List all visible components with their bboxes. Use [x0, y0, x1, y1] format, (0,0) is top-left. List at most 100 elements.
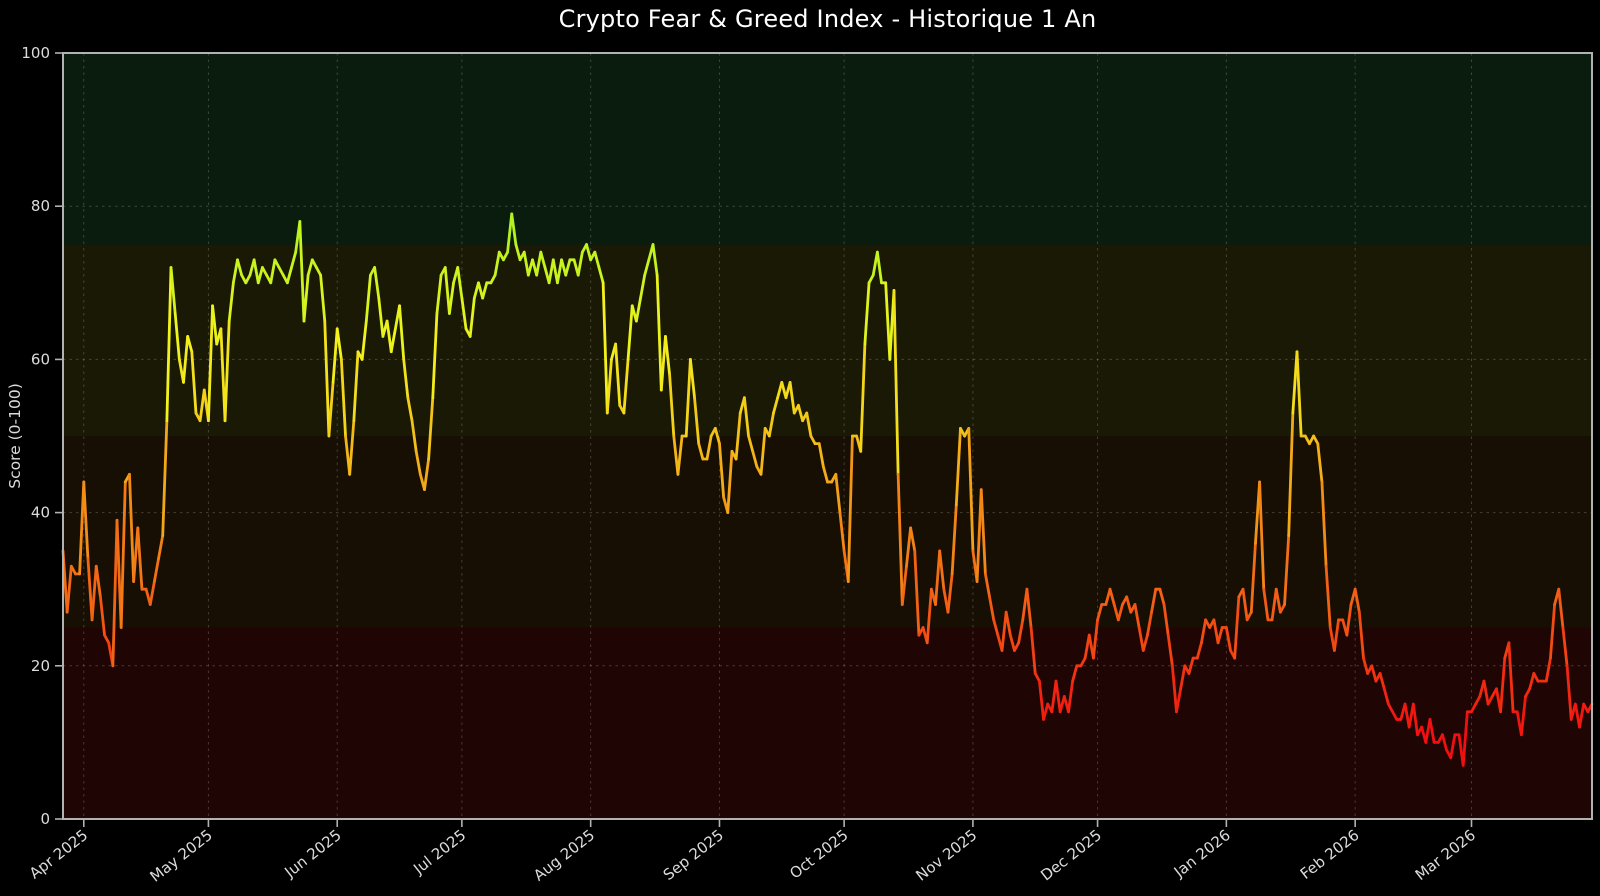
series-segment — [1283, 534, 1291, 606]
series-segment — [256, 266, 264, 285]
series-segment — [664, 335, 672, 377]
series-segment — [310, 258, 318, 269]
series-segment — [1054, 679, 1062, 714]
series-segment — [1274, 587, 1282, 614]
series-segment — [493, 250, 501, 277]
y-tick-label: 80 — [31, 197, 50, 215]
series-segment — [1316, 442, 1324, 484]
series-segment — [410, 419, 418, 453]
series-segment — [1195, 641, 1203, 660]
series-segment — [273, 258, 281, 269]
series-segment — [186, 335, 194, 354]
series-segment — [643, 258, 651, 277]
series-segment — [905, 526, 912, 568]
series-segment — [90, 564, 98, 622]
series-segment — [406, 396, 414, 423]
series-segment — [119, 480, 127, 629]
series-segment — [1175, 687, 1183, 714]
series-segment — [481, 281, 489, 300]
series-segment — [859, 342, 867, 453]
series-segment — [1295, 350, 1303, 438]
series-segment — [896, 472, 904, 606]
series-segment — [339, 357, 347, 438]
series-segment — [875, 250, 883, 285]
series-segment — [315, 266, 323, 277]
series-segment — [211, 304, 219, 346]
x-tick-label: Sep 2025 — [660, 826, 727, 884]
series-segment — [1166, 633, 1174, 668]
series-segment — [597, 266, 605, 285]
series-segment — [1108, 587, 1116, 606]
series-segment — [1092, 618, 1099, 660]
x-tick-label: Feb 2026 — [1297, 826, 1363, 883]
series-segment — [460, 296, 468, 331]
series-segment — [1241, 587, 1249, 622]
series-segment — [443, 266, 451, 315]
series-segment — [1441, 733, 1448, 752]
series-segment — [69, 564, 77, 576]
series-segment — [1008, 633, 1016, 652]
series-segment — [1561, 626, 1569, 668]
series-segment — [306, 258, 314, 277]
series-segment — [1557, 587, 1565, 629]
series-segment — [1507, 641, 1515, 714]
series-segment — [659, 335, 667, 392]
series-segment — [614, 342, 622, 407]
series-segment — [103, 633, 111, 645]
series-segment — [1146, 610, 1153, 637]
series-segment — [1411, 702, 1419, 737]
series-segment — [94, 564, 102, 599]
series-segment — [165, 266, 173, 423]
series-segment — [1449, 733, 1457, 760]
series-segment — [834, 472, 842, 514]
series-segment — [223, 319, 231, 423]
series-segment — [539, 250, 547, 269]
series-segment — [1565, 664, 1573, 721]
series-segment — [236, 258, 244, 277]
series-segment — [909, 526, 917, 553]
series-segment — [82, 480, 90, 560]
x-tick-label: May 2025 — [147, 826, 216, 886]
series-segment — [65, 564, 73, 614]
series-segment — [713, 426, 721, 446]
series-segment — [655, 273, 663, 392]
x-tick-label: Apr 2025 — [26, 826, 91, 883]
series-segment — [651, 243, 659, 277]
series-segment — [1428, 718, 1436, 744]
series-segment — [788, 380, 796, 415]
series-segment — [161, 419, 169, 537]
series-segment — [327, 380, 335, 438]
series-segment — [364, 273, 372, 323]
series-segment — [1262, 587, 1270, 622]
series-segment — [514, 243, 522, 262]
series-segment — [946, 572, 954, 614]
y-tick-label: 100 — [21, 44, 50, 62]
series-segment — [128, 472, 136, 583]
series-segment — [98, 595, 106, 637]
series-segment — [1345, 603, 1353, 637]
y-tick-label: 60 — [31, 350, 50, 368]
series-segment — [522, 250, 530, 277]
series-segment — [1461, 710, 1469, 767]
x-tick-label: Aug 2025 — [530, 826, 598, 885]
series-segment — [431, 312, 439, 400]
series-segment — [988, 595, 996, 622]
series-segment — [705, 434, 713, 461]
series-segment — [1499, 656, 1507, 714]
series-segment — [1532, 672, 1540, 683]
series-segment — [1233, 595, 1241, 660]
series-segment — [302, 273, 310, 323]
series-segment — [1549, 603, 1557, 660]
series-segment — [285, 266, 293, 285]
series-segment — [1332, 618, 1340, 652]
series-segment — [1216, 626, 1224, 645]
series-segment — [1133, 603, 1141, 629]
series-segment — [863, 281, 871, 346]
series-segment — [348, 419, 356, 476]
series-segment — [1025, 587, 1033, 629]
series-segment — [697, 442, 705, 461]
series-segment — [1042, 702, 1050, 721]
series-segment — [1029, 626, 1037, 675]
series-segment — [626, 304, 634, 361]
series-segment — [506, 212, 514, 254]
